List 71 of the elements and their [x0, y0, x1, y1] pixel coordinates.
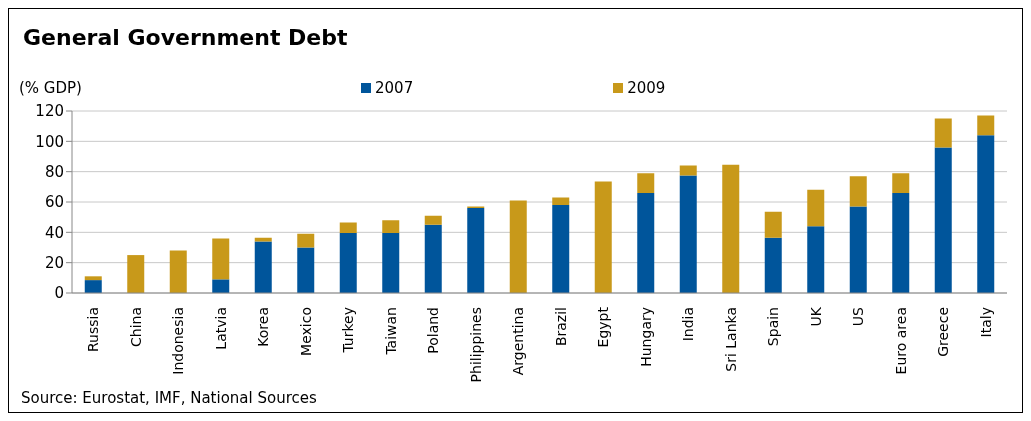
x-tick-label: US	[850, 306, 867, 327]
bar	[637, 192, 655, 293]
bar	[339, 222, 357, 234]
x-tick-label: Italy	[977, 307, 994, 338]
bar	[382, 233, 400, 293]
x-tick-label: Greece	[935, 307, 952, 357]
bar	[84, 280, 102, 293]
y-tick-label: 20	[44, 253, 64, 272]
x-tick-label: Poland	[425, 307, 442, 354]
x-tick-label: Spain	[765, 307, 782, 347]
bar	[467, 208, 485, 293]
bar	[934, 147, 952, 293]
y-tick-label: 60	[44, 193, 64, 212]
y-axis-title: (% GDP)	[19, 79, 82, 97]
x-tick-label: Russia	[85, 307, 102, 353]
legend-label: 2009	[627, 79, 666, 97]
bar	[339, 233, 357, 293]
bar	[637, 173, 655, 193]
bar	[849, 176, 867, 207]
bar	[722, 164, 740, 293]
bar	[552, 197, 570, 206]
legend-label: 2007	[375, 79, 414, 97]
x-tick-label: Sri Lanka	[722, 307, 739, 372]
y-tick-label: 120	[35, 102, 64, 121]
bar	[509, 200, 527, 293]
bar	[764, 237, 782, 293]
bar	[594, 181, 612, 293]
x-tick-label: UK	[807, 306, 824, 327]
bar	[424, 215, 442, 225]
bar	[212, 279, 230, 293]
bar	[807, 189, 825, 227]
x-tick-label: Korea	[255, 307, 272, 347]
x-tick-label: Argentina	[510, 307, 527, 376]
y-tick-label: 80	[44, 162, 64, 181]
x-tick-label: Brazil	[552, 307, 569, 347]
source-note: Source: Eurostat, IMF, National Sources	[21, 389, 317, 407]
bar	[679, 165, 697, 176]
y-tick-label: 100	[35, 132, 64, 151]
bar	[254, 241, 272, 293]
x-tick-label: Taiwan	[382, 307, 399, 356]
chart-title: General Government Debt	[23, 25, 348, 50]
x-tick-label: Hungary	[637, 307, 654, 367]
bar	[127, 255, 145, 293]
bar	[892, 173, 910, 193]
bar	[169, 250, 187, 293]
bar	[764, 211, 782, 238]
y-tick-label: 40	[44, 223, 64, 242]
bar	[382, 220, 400, 234]
bar	[84, 276, 102, 281]
x-tick-label: India	[680, 307, 697, 342]
x-tick-label: Euro area	[892, 307, 909, 375]
bar	[807, 226, 825, 293]
bar	[679, 175, 697, 293]
x-tick-label: Latvia	[212, 307, 229, 350]
x-tick-label: Mexico	[297, 307, 314, 356]
bar	[212, 238, 230, 280]
bar	[552, 205, 570, 293]
bar	[424, 224, 442, 293]
x-tick-label: Turkey	[340, 307, 357, 354]
bar	[297, 233, 315, 248]
x-tick-label: China	[127, 307, 144, 347]
bar	[297, 247, 315, 293]
bar	[934, 118, 952, 148]
bar	[892, 192, 910, 293]
bar	[977, 135, 995, 293]
x-tick-label: Egypt	[595, 306, 612, 348]
y-tick-label: 0	[54, 284, 64, 303]
x-tick-label: Philippines	[467, 307, 484, 383]
x-tick-label: Indonesia	[170, 307, 187, 375]
bar	[849, 206, 867, 293]
bar	[977, 115, 995, 136]
